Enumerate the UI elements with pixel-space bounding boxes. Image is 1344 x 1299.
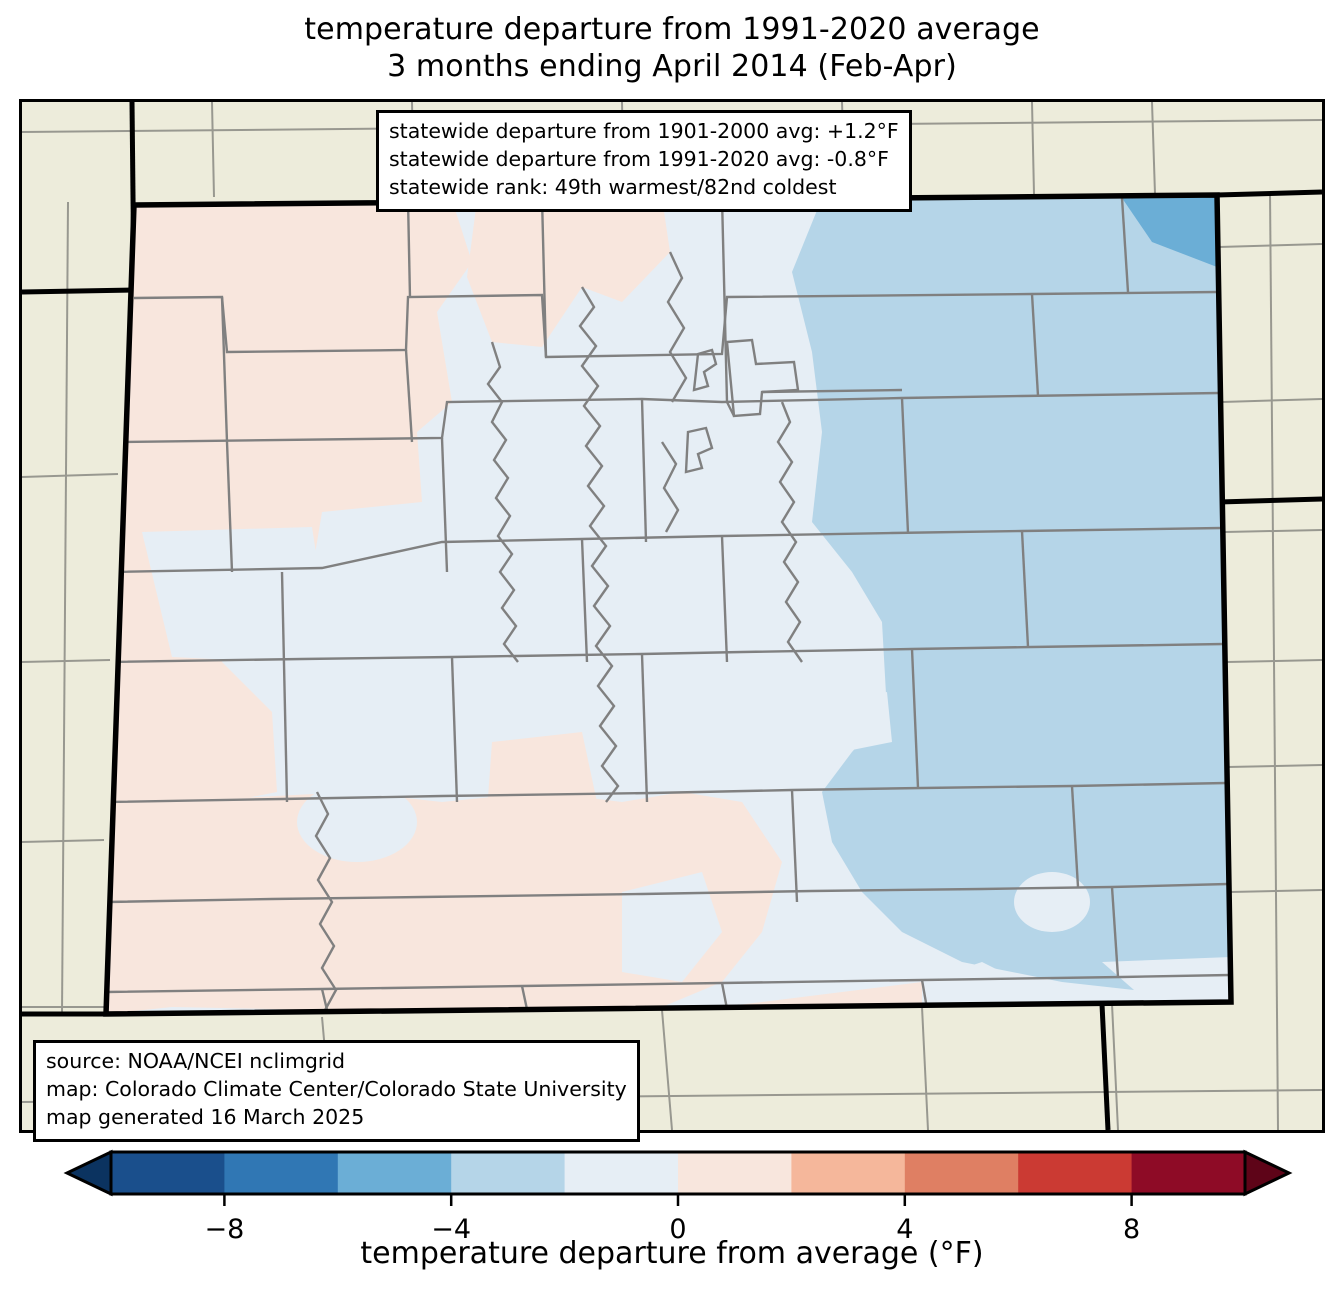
- title-line-2: 3 months ending April 2014 (Feb-Apr): [387, 48, 957, 84]
- neighbor-state-borders: [22, 102, 1322, 1130]
- colorbar-band-0: [111, 1152, 225, 1194]
- band-minus4-to-minus2-plains: [792, 195, 1231, 1002]
- colorbar-band-7: [904, 1152, 1019, 1194]
- colorado-temperature-departure-map: [22, 102, 1322, 1130]
- colorbar-over-arrow: [1243, 1149, 1293, 1197]
- source-line-3: map generated 16 March 2025: [46, 1104, 365, 1129]
- colorbar-tick-label-2: 0: [669, 1214, 686, 1245]
- band-minus2-to-0-west-notch: [142, 527, 322, 662]
- patch-minus2-plains-c: [922, 962, 1032, 1014]
- source-attribution-box: source: NOAA/NCEI nclimgrid map: Colorad…: [33, 1040, 640, 1142]
- colorbar-under-arrow: [63, 1149, 113, 1197]
- colorbar-band-2: [337, 1152, 452, 1194]
- colorbar-band-8: [1018, 1152, 1133, 1194]
- colorbar[interactable]: −8 −4 0 4 8: [0, 1146, 1344, 1246]
- page-title: temperature departure from 1991-2020 ave…: [0, 12, 1344, 85]
- colorbar-tick-label-1: −4: [431, 1214, 471, 1245]
- stats-line-1: statewide departure from 1901-2000 avg: …: [389, 119, 899, 143]
- patch-minus2-south-central: [622, 872, 722, 982]
- title-line-1: temperature departure from 1991-2020 ave…: [304, 12, 1040, 47]
- colorbar-band-1: [224, 1152, 339, 1194]
- colorado-county-borders: [106, 197, 1231, 1014]
- colorbar-ticks: −8 −4 0 4 8: [204, 1194, 1140, 1245]
- patch-minus2-plains-d: [842, 692, 892, 752]
- colorbar-band-5: [678, 1152, 792, 1194]
- colorbar-band-6: [791, 1152, 906, 1194]
- colorbar-band-9: [1131, 1152, 1246, 1194]
- stats-line-3: statewide rank: 49th warmest/82nd coldes…: [389, 174, 837, 199]
- colorbar-band-4: [564, 1152, 679, 1194]
- colorbar-region: −8 −4 0 4 8 temperature departure from avera…: [0, 1146, 1344, 1299]
- patch-warm-mid: [487, 732, 597, 842]
- colorbar-band-3: [451, 1152, 566, 1194]
- colorbar-tick-label-4: 8: [1123, 1214, 1140, 1245]
- source-line-1: source: NOAA/NCEI nclimgrid: [46, 1049, 346, 1073]
- colorbar-tick-label-0: −8: [204, 1214, 244, 1245]
- colorbar-bands: [63, 1149, 1293, 1197]
- colorbar-axis-label: temperature departure from average (°F): [360, 1236, 984, 1271]
- statewide-stats-box: statewide departure from 1901-2000 avg: …: [376, 110, 912, 212]
- patch-minus2-southwest-a: [297, 782, 417, 862]
- patch-minus2-plains-b: [1102, 957, 1231, 1002]
- colorbar-tick-label-3: 4: [896, 1214, 913, 1245]
- stats-line-2: statewide departure from 1991-2020 avg: …: [389, 146, 889, 171]
- map-canvas[interactable]: [19, 99, 1325, 1133]
- source-line-2: map: Colorado Climate Center/Colorado St…: [46, 1076, 627, 1101]
- band-0-to-2-north-central: [467, 198, 670, 347]
- band-minus6-to-minus4-ne-corner: [1122, 195, 1217, 267]
- temperature-departure-field: [106, 195, 1231, 1014]
